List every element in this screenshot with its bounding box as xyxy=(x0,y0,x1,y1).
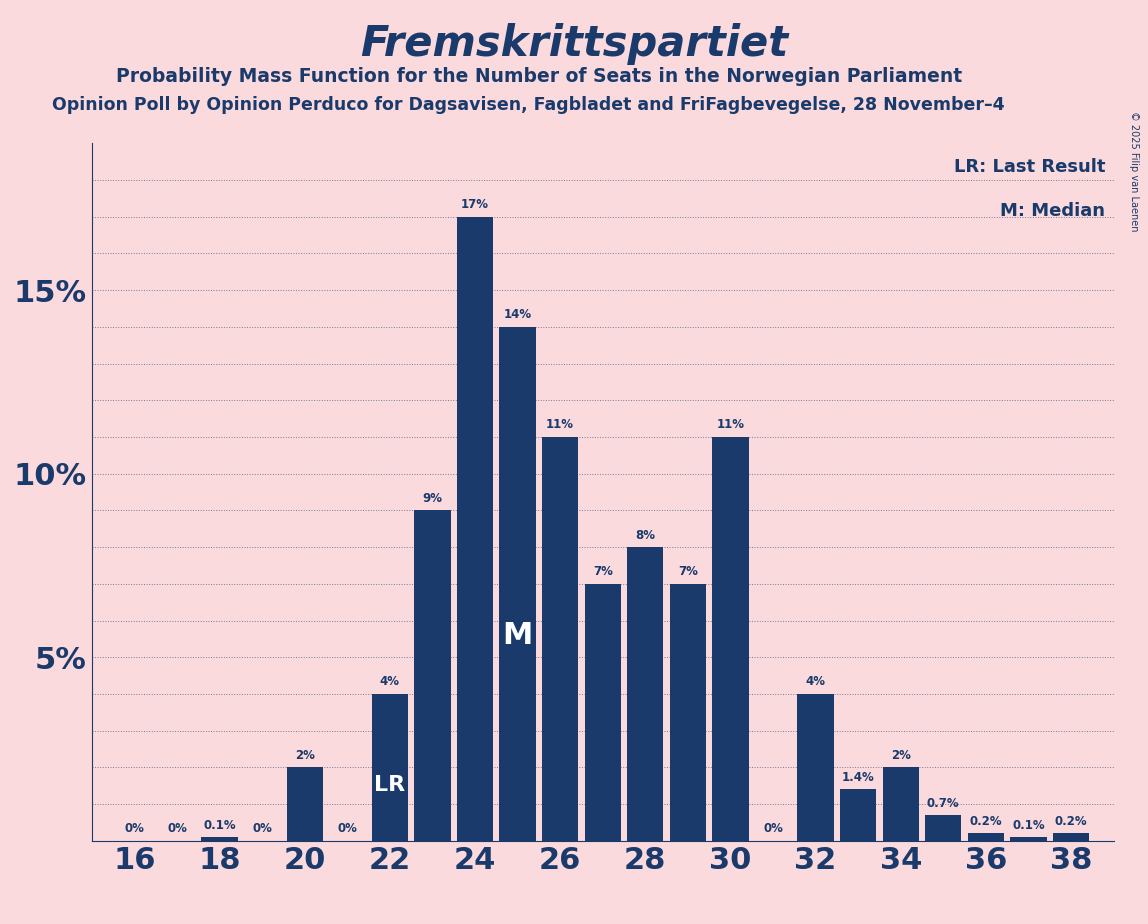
Bar xyxy=(201,837,238,841)
Text: 8%: 8% xyxy=(635,529,656,541)
Text: 11%: 11% xyxy=(546,419,574,432)
Text: M: M xyxy=(503,621,533,650)
Bar xyxy=(883,768,918,841)
Bar xyxy=(627,547,664,841)
Bar xyxy=(712,437,748,841)
Bar xyxy=(457,216,494,841)
Bar xyxy=(1010,837,1047,841)
Text: Fremskrittspartiet: Fremskrittspartiet xyxy=(360,23,788,65)
Text: 14%: 14% xyxy=(504,309,532,322)
Bar xyxy=(669,584,706,841)
Bar xyxy=(287,768,323,841)
Text: 17%: 17% xyxy=(461,198,489,212)
Text: 0.7%: 0.7% xyxy=(926,796,960,809)
Text: 0.1%: 0.1% xyxy=(203,819,235,832)
Text: Opinion Poll by Opinion Perduco for Dagsavisen, Fagbladet and FriFagbevegelse, 2: Opinion Poll by Opinion Perduco for Dags… xyxy=(52,96,1004,114)
Bar xyxy=(499,327,536,841)
Bar xyxy=(1053,833,1089,841)
Text: © 2025 Filip van Laenen: © 2025 Filip van Laenen xyxy=(1130,111,1139,231)
Text: 0%: 0% xyxy=(124,822,145,835)
Text: 0%: 0% xyxy=(338,822,357,835)
Text: 0%: 0% xyxy=(253,822,272,835)
Text: 4%: 4% xyxy=(380,675,400,688)
Text: 0.2%: 0.2% xyxy=(1055,815,1087,828)
Text: 0.2%: 0.2% xyxy=(970,815,1002,828)
Bar xyxy=(584,584,621,841)
Bar xyxy=(840,789,876,841)
Text: M: Median: M: Median xyxy=(1000,202,1106,220)
Text: 4%: 4% xyxy=(806,675,825,688)
Text: 2%: 2% xyxy=(891,748,910,762)
Bar xyxy=(372,694,408,841)
Text: 11%: 11% xyxy=(716,419,744,432)
Text: 7%: 7% xyxy=(678,565,698,578)
Text: 0.1%: 0.1% xyxy=(1013,819,1045,832)
Text: LR: LR xyxy=(374,775,405,795)
Bar xyxy=(798,694,833,841)
Text: 0%: 0% xyxy=(168,822,187,835)
Text: 2%: 2% xyxy=(295,748,315,762)
Text: 1.4%: 1.4% xyxy=(841,771,875,784)
Text: 7%: 7% xyxy=(592,565,613,578)
Bar xyxy=(414,510,450,841)
Bar xyxy=(968,833,1004,841)
Text: 9%: 9% xyxy=(422,492,442,505)
Text: Probability Mass Function for the Number of Seats in the Norwegian Parliament: Probability Mass Function for the Number… xyxy=(116,67,963,86)
Bar xyxy=(542,437,579,841)
Bar xyxy=(925,815,961,841)
Text: 0%: 0% xyxy=(763,822,783,835)
Text: LR: Last Result: LR: Last Result xyxy=(954,158,1106,176)
